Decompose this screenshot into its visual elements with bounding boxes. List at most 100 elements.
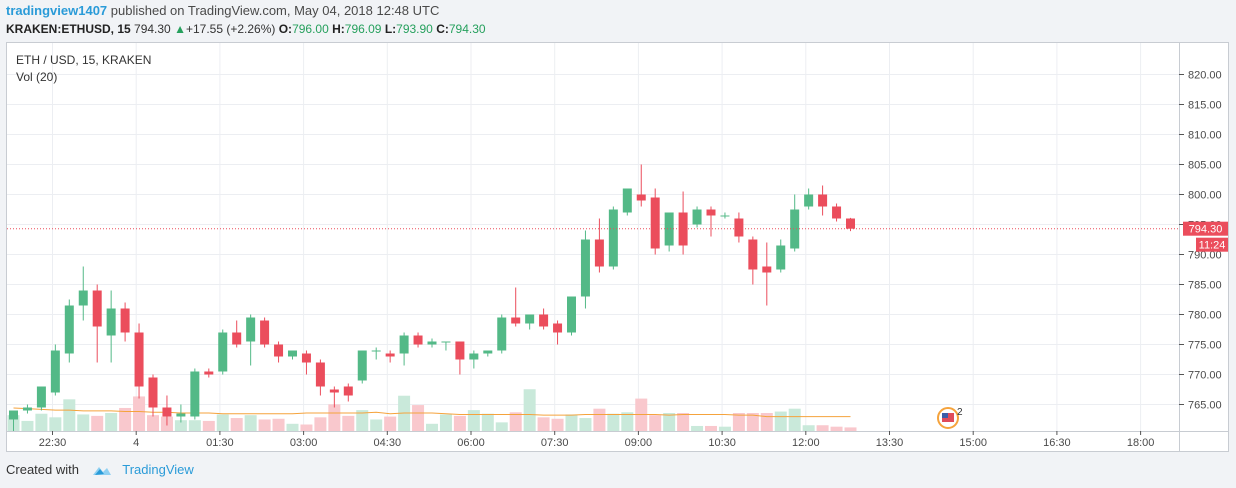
close-value: 794.30: [448, 22, 486, 36]
volume-bar: [328, 404, 341, 431]
volume-bar: [509, 412, 522, 431]
price-chart[interactable]: 765.00770.00775.00780.00785.00790.00795.…: [7, 43, 1228, 451]
open-value: 796.00: [292, 22, 329, 36]
candle-body: [64, 305, 74, 354]
candle-body: [301, 353, 311, 363]
candle-body: [246, 317, 256, 342]
volume-bar: [216, 414, 229, 431]
candle-body: [371, 350, 381, 352]
volume-bar: [565, 414, 578, 431]
candle-body: [120, 308, 130, 333]
candle-body: [162, 407, 172, 417]
candle-body: [469, 353, 479, 360]
candle-body: [148, 377, 158, 408]
volume-bar: [314, 417, 327, 431]
candle-body: [176, 413, 186, 417]
volume-bar: [258, 419, 271, 431]
volume-bar: [426, 423, 438, 431]
x-tick-label: 07:30: [541, 437, 569, 449]
candle-body: [776, 245, 786, 270]
volume-bar: [830, 426, 843, 431]
candle-body: [134, 332, 144, 387]
candle-body: [497, 317, 507, 351]
candle-body: [692, 209, 702, 225]
candle-body: [539, 314, 549, 327]
low-value: 793.90: [396, 22, 433, 36]
candle-body: [315, 362, 325, 387]
volume-bar: [147, 415, 159, 431]
candle-body: [622, 188, 632, 213]
candle-body: [50, 350, 60, 393]
volume-bar: [649, 415, 662, 431]
legend-pair: ETH / USD, 15, KRAKEN: [16, 53, 152, 67]
last-price: 794.30: [134, 22, 171, 36]
candle-body: [762, 266, 772, 273]
candle-body: [650, 197, 660, 249]
legend-volume: Vol (20): [16, 70, 58, 84]
x-tick-label: 03:00: [290, 437, 318, 449]
y-tick-label: 765.00: [1188, 400, 1222, 412]
volume-bar: [705, 425, 717, 431]
x-tick-label: 09:00: [625, 437, 653, 449]
event-badge-count: 2: [957, 407, 963, 418]
candle-body: [190, 371, 200, 417]
x-tick-label: 01:30: [206, 437, 234, 449]
volume-bar: [774, 411, 787, 431]
symbol-label: KRAKEN:ETHUSD, 15: [6, 22, 131, 36]
volume-bar: [732, 413, 745, 431]
candle-body: [218, 332, 228, 372]
volume-bar: [244, 415, 257, 431]
volume-bar: [677, 413, 690, 431]
tradingview-brand-link[interactable]: TradingView: [122, 462, 194, 477]
candle-body: [580, 239, 590, 297]
candle-body: [399, 335, 409, 354]
volume-bar: [607, 413, 620, 431]
price-change: +17.55 (+2.26%): [185, 22, 276, 36]
volume-bar: [718, 426, 731, 431]
volume-bar: [537, 417, 550, 431]
x-tick-label: 18:00: [1127, 437, 1155, 449]
candle-body: [78, 290, 88, 306]
countdown-label: 11:24: [1199, 240, 1226, 252]
last-price-box: [1183, 221, 1228, 236]
volume-bar: [788, 408, 801, 431]
x-tick-label: 12:00: [792, 437, 820, 449]
volume-bar: [77, 414, 90, 431]
volume-bar: [593, 408, 606, 431]
candle-body: [274, 344, 284, 357]
candle-body: [22, 407, 32, 411]
candle-body: [846, 218, 855, 229]
y-tick-label: 780.00: [1188, 310, 1222, 322]
candle-body: [748, 239, 758, 270]
volume-bar: [105, 413, 118, 431]
y-tick-label: 800.00: [1188, 190, 1222, 202]
chart-legend: ETH / USD, 15, KRAKEN Vol (20): [16, 53, 151, 87]
volume-bar: [49, 417, 62, 431]
volume-bar: [453, 415, 466, 431]
candle-body: [455, 341, 465, 360]
candle-body: [343, 386, 353, 396]
y-tick-label: 790.00: [1188, 250, 1222, 262]
candle-body: [790, 209, 800, 249]
chart-panel[interactable]: 765.00770.00775.00780.00785.00790.00795.…: [6, 42, 1229, 452]
volume-bar: [356, 410, 369, 431]
volume-bar: [844, 427, 857, 431]
volume-bar: [439, 414, 452, 431]
candle-body: [427, 341, 437, 345]
y-tick-label: 805.00: [1188, 160, 1222, 172]
y-tick-label: 810.00: [1188, 130, 1222, 142]
volume-bar: [91, 415, 104, 431]
candle-body: [525, 314, 535, 324]
publish-line: tradingview1407 published on TradingView…: [6, 3, 439, 18]
y-tick-label: 820.00: [1188, 70, 1222, 82]
x-tick-label: 16:30: [1043, 437, 1071, 449]
candle-body: [567, 296, 576, 333]
author-link[interactable]: tradingview1407: [6, 3, 108, 18]
candle-body: [594, 239, 604, 267]
event-flag-canton: [942, 413, 948, 418]
volume-bar: [342, 415, 355, 431]
created-with-label: Created with: [6, 462, 79, 477]
candle-body: [385, 353, 395, 357]
candle-body: [608, 209, 618, 267]
candle-body: [106, 308, 116, 336]
